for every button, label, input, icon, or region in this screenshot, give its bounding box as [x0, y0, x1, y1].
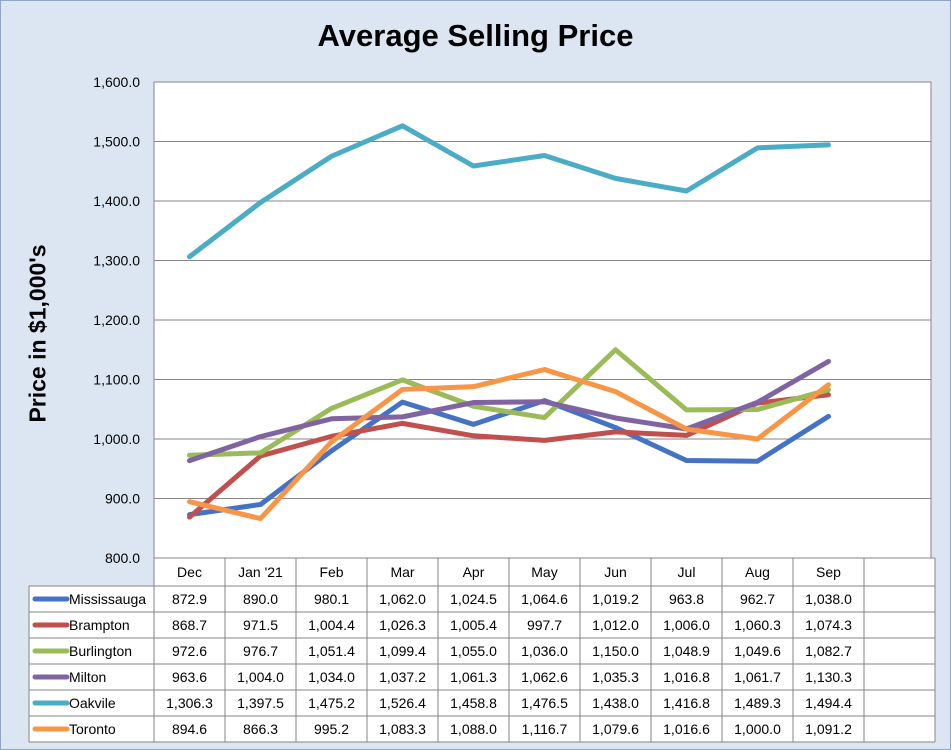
data-label: 1,019.2	[592, 591, 639, 607]
data-label: 1,012.0	[592, 617, 639, 633]
chart-title: Average Selling Price	[317, 18, 634, 53]
data-label: 1,004.4	[308, 617, 355, 633]
data-label: 1,099.4	[379, 643, 426, 659]
data-label: 1,150.0	[592, 643, 639, 659]
data-label: 1,494.4	[805, 695, 852, 711]
data-label: 1,034.0	[308, 669, 355, 685]
data-label: 894.6	[172, 721, 207, 737]
data-label: 890.0	[243, 591, 278, 607]
x-tick-label: Sep	[816, 564, 841, 580]
data-label: 1,038.0	[805, 591, 852, 607]
data-label: 980.1	[314, 591, 349, 607]
x-tick-label: Apr	[463, 564, 485, 580]
data-label: 1,051.4	[308, 643, 355, 659]
data-label: 866.3	[243, 721, 278, 737]
y-tick-label: 800.0	[105, 550, 140, 566]
data-label: 1,060.3	[734, 617, 781, 633]
data-label: 1,035.3	[592, 669, 639, 685]
x-tick-label: Aug	[745, 564, 770, 580]
data-label: 1,091.2	[805, 721, 852, 737]
data-label: 1,458.8	[450, 695, 497, 711]
series-line-brampton	[187, 392, 831, 520]
series-line-oakvile	[187, 123, 831, 260]
data-label: 963.8	[669, 591, 704, 607]
x-tick-label: May	[531, 564, 557, 580]
data-label: 1,306.3	[166, 695, 213, 711]
series-line-milton	[187, 358, 831, 464]
data-label: 1,082.7	[805, 643, 852, 659]
data-label: 868.7	[172, 617, 207, 633]
data-label: 1,036.0	[521, 643, 568, 659]
legend-entry: Mississauga	[69, 591, 146, 607]
data-label: 1,062.6	[521, 669, 568, 685]
y-tick-label: 1,100.0	[93, 372, 140, 388]
x-tick-label: Dec	[177, 564, 202, 580]
data-label: 971.5	[243, 617, 278, 633]
data-label: 1,438.0	[592, 695, 639, 711]
data-label: 1,083.3	[379, 721, 426, 737]
data-label: 1,061.7	[734, 669, 781, 685]
x-tick-label: Feb	[319, 564, 343, 580]
data-label: 1,026.3	[379, 617, 426, 633]
series-line-burlington	[187, 347, 831, 458]
data-label: 962.7	[740, 591, 775, 607]
data-label: 1,055.0	[450, 643, 497, 659]
data-label: 972.6	[172, 643, 207, 659]
data-label: 1,074.3	[805, 617, 852, 633]
data-label: 1,116.7	[522, 721, 568, 737]
series-line-toronto	[187, 367, 831, 522]
data-label: 1,130.3	[805, 669, 852, 685]
data-label: 976.7	[243, 643, 278, 659]
data-label: 1,016.8	[663, 669, 710, 685]
data-label: 1,016.6	[663, 721, 710, 737]
data-label: 1,526.4	[379, 695, 426, 711]
data-label: 1,048.9	[663, 643, 710, 659]
legend-entry: Milton	[69, 669, 106, 685]
data-label: 1,061.3	[450, 669, 497, 685]
y-tick-label: 1,600.0	[93, 74, 140, 90]
table-header-bg	[154, 558, 935, 586]
data-label: 1,062.0	[379, 591, 426, 607]
data-label: 1,049.6	[734, 643, 781, 659]
data-label: 1,397.5	[237, 695, 284, 711]
data-label: 1,024.5	[450, 591, 497, 607]
data-label: 995.2	[314, 721, 349, 737]
y-tick-label: 1,400.0	[93, 193, 140, 209]
data-label: 997.7	[527, 617, 562, 633]
legend-entry: Toronto	[69, 721, 116, 737]
data-label: 1,064.6	[521, 591, 568, 607]
y-tick-label: 1,300.0	[93, 253, 140, 269]
x-tick-label: Jun	[604, 564, 627, 580]
legend-entry: Brampton	[69, 617, 130, 633]
data-label: 1,476.5	[521, 695, 568, 711]
data-label: 1,489.3	[734, 695, 781, 711]
data-label: 1,000.0	[734, 721, 781, 737]
legend-entry: Oakvile	[69, 695, 116, 711]
data-label: 1,416.8	[663, 695, 710, 711]
y-tick-label: 900.0	[105, 491, 140, 507]
legend-entry: Burlington	[69, 643, 132, 659]
x-tick-label: Mar	[390, 564, 414, 580]
data-label: 1,004.0	[237, 669, 284, 685]
data-label: 1,088.0	[450, 721, 497, 737]
data-label: 1,475.2	[308, 695, 355, 711]
data-label: 1,037.2	[379, 669, 426, 685]
x-tick-label: Jul	[678, 564, 696, 580]
y-tick-label: 1,000.0	[93, 431, 140, 447]
y-tick-label: 1,200.0	[93, 312, 140, 328]
x-tick-label: Jan '21	[238, 564, 283, 580]
data-label: 1,079.6	[592, 721, 639, 737]
data-label: 872.9	[172, 591, 207, 607]
data-label: 963.6	[172, 669, 207, 685]
y-tick-label: 1,500.0	[93, 134, 140, 150]
data-label: 1,006.0	[663, 617, 710, 633]
data-label: 1,005.4	[450, 617, 497, 633]
